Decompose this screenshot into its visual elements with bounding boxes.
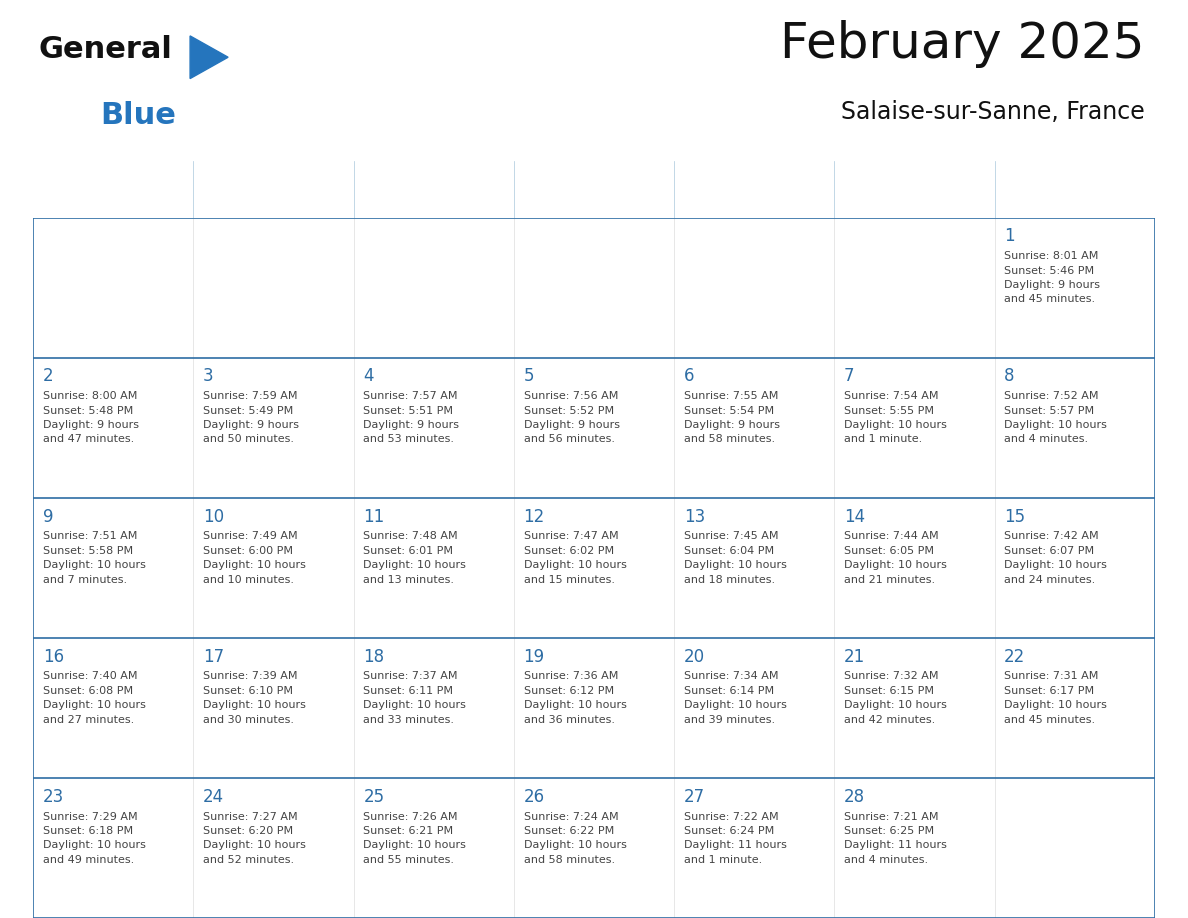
Text: Sunrise: 7:45 AM
Sunset: 6:04 PM
Daylight: 10 hours
and 18 minutes.: Sunrise: 7:45 AM Sunset: 6:04 PM Dayligh… bbox=[684, 532, 786, 585]
Text: 25: 25 bbox=[364, 788, 385, 806]
Text: Sunrise: 7:42 AM
Sunset: 6:07 PM
Daylight: 10 hours
and 24 minutes.: Sunrise: 7:42 AM Sunset: 6:07 PM Dayligh… bbox=[1004, 532, 1107, 585]
Text: Sunrise: 7:56 AM
Sunset: 5:52 PM
Daylight: 9 hours
and 56 minutes.: Sunrise: 7:56 AM Sunset: 5:52 PM Dayligh… bbox=[524, 391, 619, 444]
Polygon shape bbox=[190, 36, 228, 79]
Text: 28: 28 bbox=[843, 788, 865, 806]
Text: 23: 23 bbox=[43, 788, 64, 806]
Text: 11: 11 bbox=[364, 508, 385, 525]
Text: Sunrise: 7:26 AM
Sunset: 6:21 PM
Daylight: 10 hours
and 55 minutes.: Sunrise: 7:26 AM Sunset: 6:21 PM Dayligh… bbox=[364, 812, 466, 865]
Text: General: General bbox=[38, 36, 172, 64]
Text: Sunrise: 7:32 AM
Sunset: 6:15 PM
Daylight: 10 hours
and 42 minutes.: Sunrise: 7:32 AM Sunset: 6:15 PM Dayligh… bbox=[843, 671, 947, 724]
Text: Sunrise: 7:48 AM
Sunset: 6:01 PM
Daylight: 10 hours
and 13 minutes.: Sunrise: 7:48 AM Sunset: 6:01 PM Dayligh… bbox=[364, 532, 466, 585]
Text: 14: 14 bbox=[843, 508, 865, 525]
Text: Sunrise: 7:22 AM
Sunset: 6:24 PM
Daylight: 11 hours
and 1 minute.: Sunrise: 7:22 AM Sunset: 6:24 PM Dayligh… bbox=[684, 812, 786, 865]
Text: Sunrise: 7:44 AM
Sunset: 6:05 PM
Daylight: 10 hours
and 21 minutes.: Sunrise: 7:44 AM Sunset: 6:05 PM Dayligh… bbox=[843, 532, 947, 585]
Text: 27: 27 bbox=[684, 788, 704, 806]
Text: 1: 1 bbox=[1004, 228, 1015, 245]
Text: Sunrise: 7:54 AM
Sunset: 5:55 PM
Daylight: 10 hours
and 1 minute.: Sunrise: 7:54 AM Sunset: 5:55 PM Dayligh… bbox=[843, 391, 947, 444]
Text: Sunrise: 7:34 AM
Sunset: 6:14 PM
Daylight: 10 hours
and 39 minutes.: Sunrise: 7:34 AM Sunset: 6:14 PM Dayligh… bbox=[684, 671, 786, 724]
Text: Monday: Monday bbox=[207, 180, 272, 198]
Text: 8: 8 bbox=[1004, 367, 1015, 386]
Text: Sunrise: 7:40 AM
Sunset: 6:08 PM
Daylight: 10 hours
and 27 minutes.: Sunrise: 7:40 AM Sunset: 6:08 PM Dayligh… bbox=[43, 671, 146, 724]
Text: 3: 3 bbox=[203, 367, 214, 386]
Text: 24: 24 bbox=[203, 788, 225, 806]
Text: 21: 21 bbox=[843, 647, 865, 666]
Text: Sunrise: 7:52 AM
Sunset: 5:57 PM
Daylight: 10 hours
and 4 minutes.: Sunrise: 7:52 AM Sunset: 5:57 PM Dayligh… bbox=[1004, 391, 1107, 444]
Text: 16: 16 bbox=[43, 647, 64, 666]
Text: 2: 2 bbox=[43, 367, 53, 386]
Text: Sunrise: 7:29 AM
Sunset: 6:18 PM
Daylight: 10 hours
and 49 minutes.: Sunrise: 7:29 AM Sunset: 6:18 PM Dayligh… bbox=[43, 812, 146, 865]
Text: Sunrise: 7:55 AM
Sunset: 5:54 PM
Daylight: 9 hours
and 58 minutes.: Sunrise: 7:55 AM Sunset: 5:54 PM Dayligh… bbox=[684, 391, 779, 444]
Text: Sunrise: 7:31 AM
Sunset: 6:17 PM
Daylight: 10 hours
and 45 minutes.: Sunrise: 7:31 AM Sunset: 6:17 PM Dayligh… bbox=[1004, 671, 1107, 724]
Text: 22: 22 bbox=[1004, 647, 1025, 666]
Text: Sunrise: 8:00 AM
Sunset: 5:48 PM
Daylight: 9 hours
and 47 minutes.: Sunrise: 8:00 AM Sunset: 5:48 PM Dayligh… bbox=[43, 391, 139, 444]
Text: Sunrise: 7:24 AM
Sunset: 6:22 PM
Daylight: 10 hours
and 58 minutes.: Sunrise: 7:24 AM Sunset: 6:22 PM Dayligh… bbox=[524, 812, 626, 865]
Text: Salaise-sur-Sanne, France: Salaise-sur-Sanne, France bbox=[841, 100, 1144, 124]
Text: 17: 17 bbox=[203, 647, 225, 666]
Text: 5: 5 bbox=[524, 367, 535, 386]
Text: Sunrise: 7:36 AM
Sunset: 6:12 PM
Daylight: 10 hours
and 36 minutes.: Sunrise: 7:36 AM Sunset: 6:12 PM Dayligh… bbox=[524, 671, 626, 724]
Text: Sunrise: 7:57 AM
Sunset: 5:51 PM
Daylight: 9 hours
and 53 minutes.: Sunrise: 7:57 AM Sunset: 5:51 PM Dayligh… bbox=[364, 391, 460, 444]
Text: 18: 18 bbox=[364, 647, 385, 666]
Text: Saturday: Saturday bbox=[1007, 180, 1082, 198]
Text: 19: 19 bbox=[524, 647, 544, 666]
Text: Thursday: Thursday bbox=[687, 180, 764, 198]
Text: February 2025: February 2025 bbox=[779, 19, 1144, 68]
Text: 6: 6 bbox=[684, 367, 694, 386]
Text: Sunrise: 7:27 AM
Sunset: 6:20 PM
Daylight: 10 hours
and 52 minutes.: Sunrise: 7:27 AM Sunset: 6:20 PM Dayligh… bbox=[203, 812, 307, 865]
Text: 7: 7 bbox=[843, 367, 854, 386]
Text: Sunrise: 7:49 AM
Sunset: 6:00 PM
Daylight: 10 hours
and 10 minutes.: Sunrise: 7:49 AM Sunset: 6:00 PM Dayligh… bbox=[203, 532, 307, 585]
Text: Sunrise: 8:01 AM
Sunset: 5:46 PM
Daylight: 9 hours
and 45 minutes.: Sunrise: 8:01 AM Sunset: 5:46 PM Dayligh… bbox=[1004, 252, 1100, 305]
Text: Sunrise: 7:37 AM
Sunset: 6:11 PM
Daylight: 10 hours
and 33 minutes.: Sunrise: 7:37 AM Sunset: 6:11 PM Dayligh… bbox=[364, 671, 466, 724]
Text: 10: 10 bbox=[203, 508, 225, 525]
Text: 12: 12 bbox=[524, 508, 545, 525]
Text: Sunrise: 7:47 AM
Sunset: 6:02 PM
Daylight: 10 hours
and 15 minutes.: Sunrise: 7:47 AM Sunset: 6:02 PM Dayligh… bbox=[524, 532, 626, 585]
Text: 13: 13 bbox=[684, 508, 704, 525]
Text: 4: 4 bbox=[364, 367, 374, 386]
Text: Sunrise: 7:59 AM
Sunset: 5:49 PM
Daylight: 9 hours
and 50 minutes.: Sunrise: 7:59 AM Sunset: 5:49 PM Dayligh… bbox=[203, 391, 299, 444]
Text: Sunrise: 7:21 AM
Sunset: 6:25 PM
Daylight: 11 hours
and 4 minutes.: Sunrise: 7:21 AM Sunset: 6:25 PM Dayligh… bbox=[843, 812, 947, 865]
Text: 15: 15 bbox=[1004, 508, 1025, 525]
Text: Sunday: Sunday bbox=[46, 180, 108, 198]
Text: Tuesday: Tuesday bbox=[367, 180, 435, 198]
Text: 9: 9 bbox=[43, 508, 53, 525]
Text: 26: 26 bbox=[524, 788, 544, 806]
Text: Sunrise: 7:39 AM
Sunset: 6:10 PM
Daylight: 10 hours
and 30 minutes.: Sunrise: 7:39 AM Sunset: 6:10 PM Dayligh… bbox=[203, 671, 307, 724]
Text: Blue: Blue bbox=[100, 101, 176, 130]
Text: Wednesday: Wednesday bbox=[526, 180, 623, 198]
Text: Friday: Friday bbox=[847, 180, 897, 198]
Text: Sunrise: 7:51 AM
Sunset: 5:58 PM
Daylight: 10 hours
and 7 minutes.: Sunrise: 7:51 AM Sunset: 5:58 PM Dayligh… bbox=[43, 532, 146, 585]
Text: 20: 20 bbox=[684, 647, 704, 666]
